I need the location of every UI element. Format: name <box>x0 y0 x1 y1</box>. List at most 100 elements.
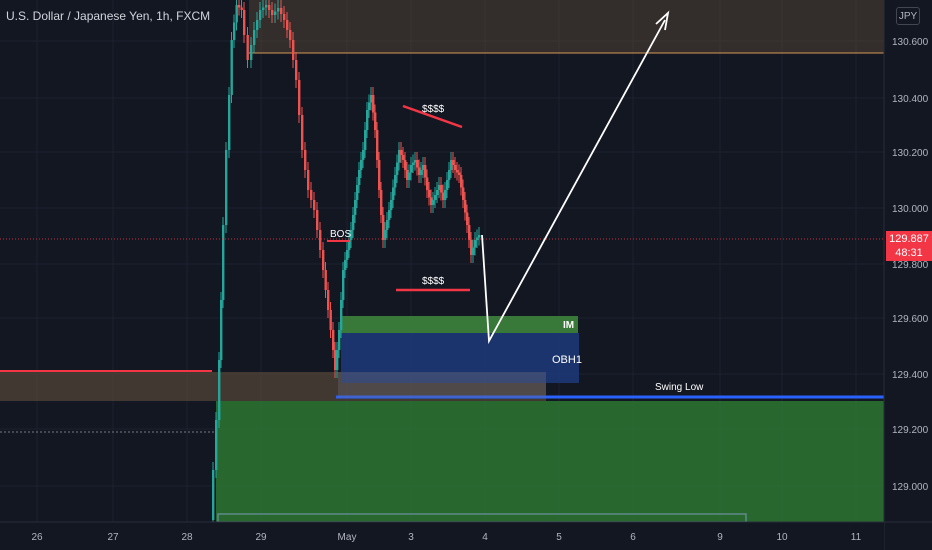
liquidity-low-label: $$$$ <box>422 276 445 287</box>
candle-body <box>392 187 395 200</box>
candle-body <box>228 95 231 150</box>
candle-body <box>350 230 353 240</box>
candle-body <box>420 170 423 175</box>
candle-body <box>400 150 403 155</box>
im-zone[interactable] <box>341 316 578 333</box>
candle-body <box>406 170 409 180</box>
candle-body <box>324 270 327 290</box>
candle-body <box>235 5 238 23</box>
candle-body <box>246 35 249 60</box>
candle-body <box>456 170 459 173</box>
price-axis[interactable] <box>884 0 932 522</box>
candle-body <box>215 420 218 470</box>
candle-body <box>277 8 280 12</box>
time-axis[interactable] <box>0 522 884 550</box>
candle-body <box>366 110 369 130</box>
time-tick: 27 <box>107 532 119 543</box>
supply-zone[interactable] <box>249 0 884 53</box>
candle-body <box>253 30 256 45</box>
candle-body <box>307 170 310 190</box>
bar-countdown: 48:31 <box>895 247 923 259</box>
price-tick: 129.800 <box>892 260 929 271</box>
candle-body <box>364 130 367 150</box>
candle-body <box>368 102 371 110</box>
candle-body <box>301 115 304 150</box>
candle-body <box>356 185 359 200</box>
candle-body <box>340 300 343 330</box>
time-tick: 26 <box>31 532 43 543</box>
candle-body <box>243 10 246 35</box>
candle-body <box>468 225 471 240</box>
price-tick: 129.400 <box>892 370 929 381</box>
candle-body <box>464 200 467 213</box>
candle-body <box>222 225 225 300</box>
candle-body <box>212 470 215 520</box>
price-tick: 130.600 <box>892 37 929 48</box>
projection-path[interactable] <box>481 19 666 345</box>
time-tick: 4 <box>482 532 488 543</box>
currency-button[interactable]: JPY <box>896 7 920 25</box>
liquidity-high-label: $$$$ <box>422 104 445 115</box>
candle-body <box>478 235 481 238</box>
symbol-title[interactable]: U.S. Dollar / Japanese Yen, 1h, FXCM <box>6 9 211 23</box>
time-tick: 11 <box>851 532 862 543</box>
candle-body <box>432 200 435 205</box>
liquidity-high-line[interactable] <box>402 104 463 129</box>
candle-body <box>250 45 253 60</box>
time-tick: 29 <box>255 532 267 543</box>
price-tick: 129.600 <box>892 314 929 325</box>
candle-body <box>316 210 319 230</box>
ob-zone[interactable] <box>341 333 579 383</box>
current-price-tag: 129.887 48:31 <box>886 231 932 261</box>
candle-body <box>410 165 413 173</box>
candle-body <box>346 250 349 260</box>
candle-body <box>304 150 307 170</box>
candle-body <box>388 210 391 220</box>
time-tick: May <box>338 532 357 543</box>
candle-body <box>265 5 268 8</box>
demand-zone[interactable] <box>216 401 884 522</box>
time-tick: 5 <box>556 532 562 543</box>
candle-body <box>334 350 337 370</box>
candle-body <box>424 165 427 178</box>
candle-body <box>322 250 325 270</box>
candle-body <box>430 197 433 205</box>
candle-body <box>358 170 361 185</box>
candle-body <box>336 350 339 370</box>
candle-body <box>268 5 271 10</box>
candle-body <box>444 190 447 200</box>
candle-body <box>414 160 417 163</box>
candle-body <box>416 160 419 168</box>
candle-body <box>386 220 389 230</box>
time-tick: 28 <box>181 532 193 543</box>
candle-body <box>374 112 377 130</box>
time-tick: 6 <box>630 532 636 543</box>
price-tick: 129.200 <box>892 425 929 436</box>
candle-body <box>289 30 292 40</box>
ob-label: OBH1 <box>552 354 582 366</box>
candle-body <box>466 212 469 225</box>
candle-body <box>384 230 387 240</box>
candle-body <box>418 167 421 175</box>
bos-label: BOS <box>330 229 351 240</box>
candle-body <box>218 360 221 420</box>
candle-body <box>344 260 347 270</box>
candle-body <box>394 175 397 188</box>
candle-body <box>402 155 405 160</box>
candle-body <box>454 165 457 170</box>
candle-body <box>396 162 399 175</box>
candle-body <box>446 180 449 190</box>
candle-body <box>372 95 375 113</box>
candle-body <box>472 247 475 255</box>
candle-body <box>225 150 228 225</box>
candle-body <box>262 7 265 10</box>
candle-body <box>434 195 437 200</box>
candle-body <box>259 10 262 20</box>
candle-body <box>442 192 445 200</box>
candle-body <box>448 170 451 180</box>
ob-zone-overlap <box>338 372 546 398</box>
candle-body <box>233 22 236 40</box>
candle-body <box>256 20 259 30</box>
projection-arrowhead <box>655 10 670 31</box>
